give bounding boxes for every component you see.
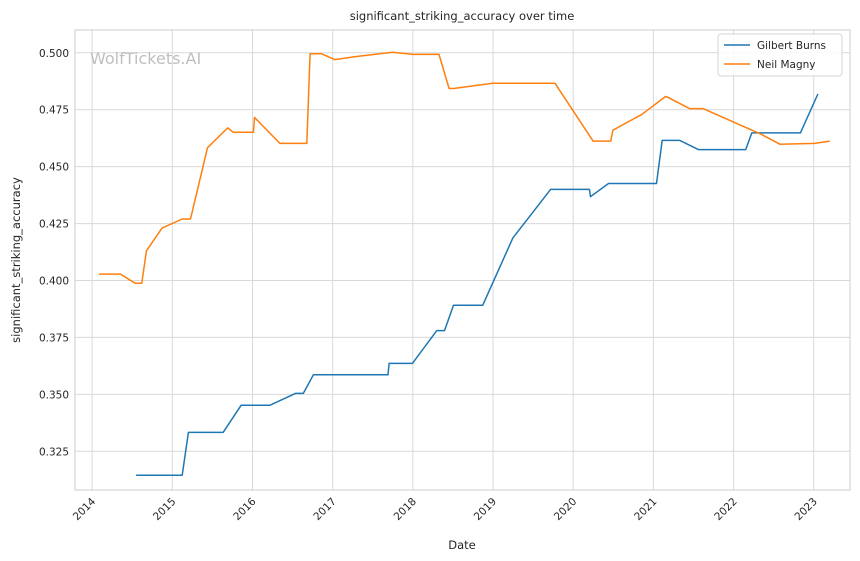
x-tick-label: 2022 [712,496,739,523]
series-line-neil-magny [98,51,830,284]
y-tick-label: 0.425 [39,219,69,231]
y-axis-label: significant_striking_accuracy [9,177,23,343]
x-tick-label: 2021 [632,496,659,523]
watermark: WolfTickets.AI [90,49,201,68]
y-grid [75,52,850,452]
y-tick-label: 0.400 [39,275,69,287]
x-tick-label: 2016 [231,495,259,523]
y-tick-label: 0.350 [39,389,69,401]
x-grid [91,30,815,490]
y-tick-label: 0.375 [39,332,69,344]
plot-area [75,30,850,490]
legend: Gilbert Burns Neil Magny [717,33,843,77]
y-tick-label: 0.500 [39,48,69,60]
series-lines [98,51,830,476]
x-tick-label: 2020 [552,496,579,523]
x-tick-label: 2018 [392,496,419,523]
x-tick-label: 2015 [151,496,178,523]
x-tick-label: 2017 [311,496,338,523]
y-tick-label: 0.450 [39,162,69,174]
x-tick-label: 2023 [792,496,819,523]
plot-frame [74,29,851,491]
chart-title: significant_striking_accuracy over time [350,9,575,23]
legend-label-gilbert-burns: Gilbert Burns [757,40,826,52]
x-axis-label: Date [448,538,476,552]
x-tick-labels: 2014 2015 2016 2017 2018 2019 2020 2021 2022 2023 [71,495,820,523]
x-tick-label: 2014 [71,495,99,523]
y-tick-label: 0.325 [39,446,69,458]
y-tick-label: 0.475 [39,105,69,117]
y-tick-labels: 0.325 0.350 0.375 0.400 0.425 0.450 0.475 0.500 [39,48,69,459]
legend-label-neil-magny: Neil Magny [757,59,816,71]
series-line-gilbert-burns [136,93,819,476]
x-tick-label: 2019 [472,496,499,523]
